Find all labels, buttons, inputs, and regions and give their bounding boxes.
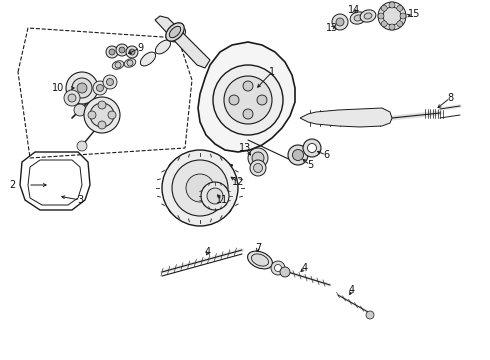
Circle shape [366, 311, 374, 319]
Circle shape [88, 111, 96, 119]
Circle shape [381, 5, 387, 11]
Circle shape [116, 44, 128, 56]
Circle shape [207, 188, 223, 204]
Circle shape [64, 90, 80, 106]
Circle shape [397, 21, 403, 27]
Circle shape [308, 144, 317, 153]
Ellipse shape [155, 40, 171, 54]
Circle shape [271, 261, 285, 275]
Text: 12: 12 [232, 177, 244, 187]
Circle shape [74, 104, 86, 116]
Circle shape [243, 109, 253, 119]
Circle shape [126, 46, 138, 58]
Circle shape [127, 60, 133, 66]
Text: 8: 8 [447, 93, 453, 103]
Circle shape [98, 121, 106, 129]
Text: 15: 15 [408, 9, 420, 19]
Circle shape [213, 65, 283, 135]
Ellipse shape [354, 15, 362, 21]
Text: 13: 13 [326, 23, 338, 33]
Text: 4: 4 [302, 263, 308, 273]
Ellipse shape [171, 28, 186, 42]
Circle shape [72, 78, 92, 98]
Ellipse shape [364, 13, 372, 19]
Circle shape [93, 81, 107, 95]
Text: 4: 4 [349, 285, 355, 295]
Text: 9: 9 [137, 43, 143, 53]
Polygon shape [300, 108, 392, 127]
Circle shape [400, 13, 406, 19]
Circle shape [389, 2, 395, 8]
Circle shape [97, 85, 103, 91]
Circle shape [106, 46, 118, 58]
Text: 5: 5 [307, 160, 313, 170]
Circle shape [280, 267, 290, 277]
Circle shape [172, 160, 228, 216]
Text: 11: 11 [216, 195, 228, 205]
Text: 6: 6 [323, 150, 329, 160]
Ellipse shape [166, 23, 184, 41]
Circle shape [274, 265, 281, 271]
Circle shape [162, 150, 238, 226]
Circle shape [378, 13, 384, 19]
Text: 14: 14 [348, 5, 360, 15]
Circle shape [90, 103, 114, 127]
Circle shape [229, 95, 239, 105]
Circle shape [68, 94, 76, 102]
Circle shape [383, 7, 401, 25]
Text: 1: 1 [269, 67, 275, 77]
Circle shape [109, 49, 115, 55]
Circle shape [303, 139, 321, 157]
Circle shape [252, 152, 264, 164]
Ellipse shape [247, 251, 272, 269]
Circle shape [119, 47, 125, 53]
Circle shape [257, 95, 267, 105]
Ellipse shape [360, 10, 376, 22]
Circle shape [288, 145, 308, 165]
Text: 2: 2 [9, 180, 15, 190]
Ellipse shape [350, 12, 366, 24]
Ellipse shape [251, 254, 269, 266]
Ellipse shape [124, 59, 136, 67]
Circle shape [378, 2, 406, 30]
Circle shape [332, 14, 348, 30]
Ellipse shape [112, 61, 124, 69]
Circle shape [381, 21, 387, 27]
Text: 7: 7 [255, 243, 261, 253]
Circle shape [115, 62, 121, 68]
Circle shape [397, 5, 403, 11]
Circle shape [253, 163, 263, 172]
Circle shape [84, 97, 120, 133]
Circle shape [389, 24, 395, 30]
Circle shape [248, 148, 268, 168]
Ellipse shape [170, 26, 181, 38]
Ellipse shape [141, 52, 156, 66]
Text: 4: 4 [205, 247, 211, 257]
Circle shape [77, 141, 87, 151]
Circle shape [66, 72, 98, 104]
Polygon shape [155, 16, 210, 68]
Circle shape [201, 182, 229, 210]
Circle shape [103, 75, 117, 89]
Circle shape [224, 76, 272, 124]
Circle shape [108, 111, 116, 119]
Circle shape [293, 149, 303, 161]
Circle shape [98, 101, 106, 109]
Text: 13: 13 [239, 143, 251, 153]
Circle shape [129, 49, 135, 55]
Circle shape [186, 174, 214, 202]
Circle shape [250, 160, 266, 176]
Circle shape [243, 81, 253, 91]
Text: 3: 3 [77, 195, 83, 205]
Circle shape [77, 83, 87, 93]
Text: 10: 10 [52, 83, 64, 93]
Circle shape [106, 78, 114, 86]
Circle shape [336, 18, 344, 26]
Polygon shape [198, 42, 295, 152]
